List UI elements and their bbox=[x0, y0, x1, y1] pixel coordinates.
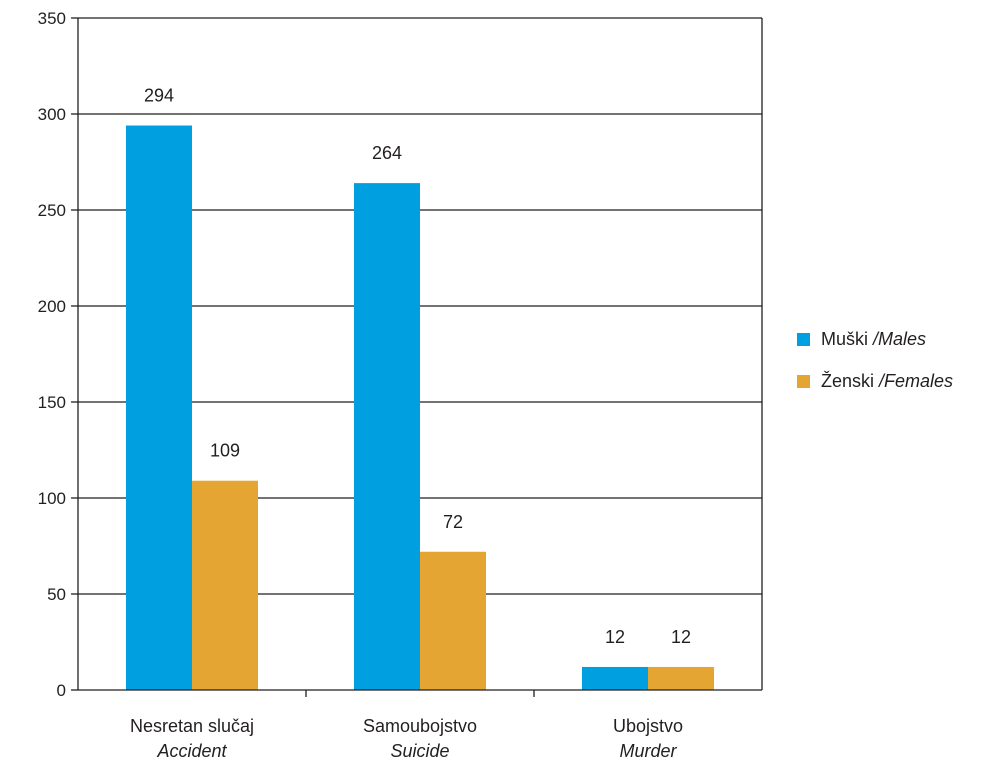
axes bbox=[71, 17, 763, 697]
y-tick-label: 350 bbox=[38, 9, 66, 28]
legend-item-females: Ženski /Females bbox=[797, 370, 953, 392]
bar-females bbox=[192, 480, 258, 690]
x-category-labels: Nesretan slučaj Accident Samoubojstvo Suici… bbox=[130, 716, 683, 761]
legend-item-males: Muški /Males bbox=[797, 328, 953, 350]
legend-label-females-sub: /Females bbox=[879, 370, 954, 391]
x-category-sublabel: Accident bbox=[156, 741, 227, 761]
x-category-sublabel: Suicide bbox=[390, 741, 449, 761]
value-label: 12 bbox=[605, 627, 625, 647]
y-tick-label: 200 bbox=[38, 297, 66, 316]
value-label: 72 bbox=[443, 512, 463, 532]
x-category-label: Samoubojstvo bbox=[363, 716, 477, 736]
legend: Muški /Males Ženski /Females bbox=[797, 328, 953, 412]
bar-males bbox=[126, 125, 192, 690]
value-label: 109 bbox=[210, 441, 240, 461]
bar-females bbox=[648, 666, 714, 690]
legend-label-males-main: Muški bbox=[821, 328, 869, 349]
value-label: 264 bbox=[372, 143, 402, 163]
legend-swatch-males bbox=[797, 332, 810, 346]
bar-males bbox=[354, 183, 420, 690]
y-tick-label: 100 bbox=[38, 489, 66, 508]
y-tick-label: 0 bbox=[57, 681, 66, 700]
value-label: 294 bbox=[144, 86, 174, 106]
y-tick-label: 300 bbox=[38, 105, 66, 124]
x-category-sublabel: Murder bbox=[619, 741, 677, 761]
bar-males bbox=[582, 666, 648, 690]
legend-label-females-main: Ženski bbox=[821, 370, 875, 391]
bars bbox=[126, 125, 714, 690]
value-label: 12 bbox=[671, 627, 691, 647]
y-tick-label: 150 bbox=[38, 393, 66, 412]
y-tick-label: 50 bbox=[47, 585, 66, 604]
y-tick-labels: 0 50 100 150 200 250 300 350 bbox=[38, 9, 66, 700]
bar-females bbox=[420, 551, 486, 690]
y-tick-label: 250 bbox=[38, 201, 66, 220]
value-labels: 294 109 264 72 12 12 bbox=[144, 86, 691, 647]
x-category-label: Ubojstvo bbox=[613, 716, 683, 736]
x-category-label: Nesretan slučaj bbox=[130, 716, 254, 736]
legend-label-males-sub: /Males bbox=[873, 328, 927, 349]
legend-swatch-females bbox=[797, 374, 810, 388]
